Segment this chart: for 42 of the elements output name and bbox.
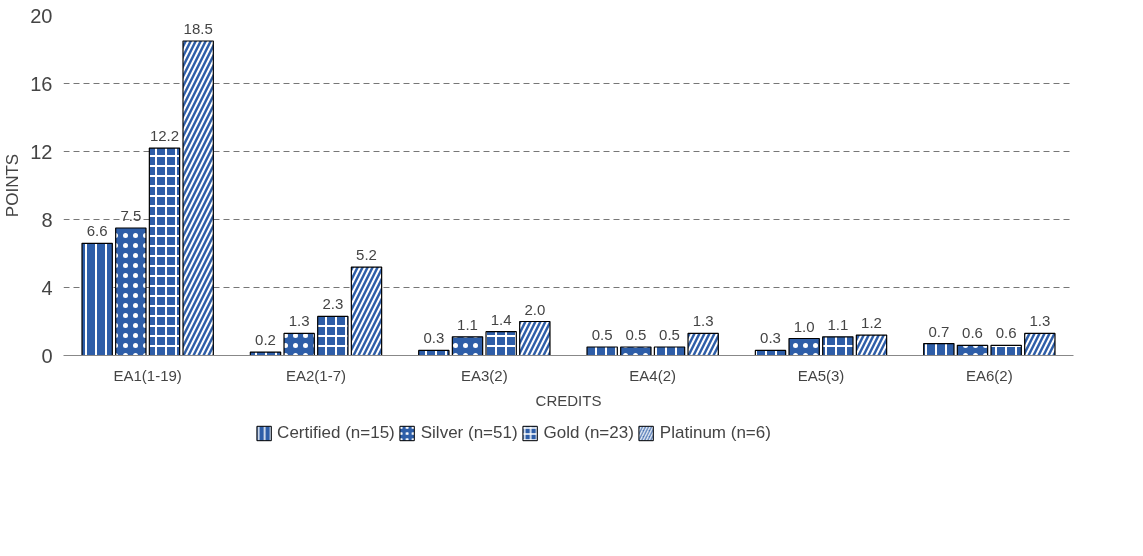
data-label: 2.3	[322, 295, 344, 313]
data-label: 2.0	[524, 300, 546, 318]
x-tick-label: EA5(3)	[797, 366, 845, 384]
y-tick-label: 12	[30, 140, 53, 163]
y-tick-label: 0	[41, 344, 53, 367]
data-label: 18.5	[183, 20, 213, 37]
data-label: 0.3	[423, 329, 445, 347]
x-tick-label: EA2(1-7)	[285, 366, 347, 384]
y-tick-label: 20	[30, 4, 53, 27]
y-tick-label: 16	[30, 72, 53, 95]
data-label: 7.5	[120, 207, 142, 224]
data-label: 1.4	[490, 310, 512, 328]
data-label: 1.1	[457, 315, 478, 333]
data-label: 1.3	[692, 312, 714, 330]
x-tick-label: EA3(2)	[460, 366, 508, 384]
data-label: 1.3	[288, 312, 310, 330]
data-label: 0.7	[928, 322, 950, 340]
data-label: 5.2	[356, 246, 377, 264]
data-label: 1.1	[827, 315, 849, 333]
data-label: 0.6	[962, 324, 983, 342]
x-tick-label: EA1(1-19)	[113, 366, 182, 384]
data-label: 12.2	[149, 127, 180, 145]
data-label: 1.2	[861, 314, 882, 332]
data-label: 0.5	[659, 326, 680, 343]
data-label: 1.0	[793, 317, 815, 335]
legend-label: Gold (n=23)	[543, 423, 634, 443]
data-label: 0.5	[625, 326, 647, 343]
legend-label: Certified (n=15)	[277, 423, 395, 443]
legend-label: Platinum (n=6)	[659, 423, 771, 443]
data-label: 0.6	[995, 324, 1017, 342]
data-label: 0.3	[760, 329, 781, 347]
data-label: 6.6	[86, 222, 108, 240]
y-tick-label: 8	[41, 208, 53, 231]
data-label: 0.2	[255, 331, 276, 349]
data-label: 1.3	[1029, 312, 1051, 330]
legend-label: Silver (n=51)	[420, 423, 518, 443]
data-label: 0.5	[591, 326, 613, 343]
y-tick-label: 4	[41, 276, 53, 299]
y-axis-title: POINTS	[3, 153, 23, 218]
x-axis-title: CREDITS	[535, 391, 602, 409]
x-tick-label: EA4(2)	[629, 366, 677, 384]
x-tick-label: EA6(2)	[965, 366, 1013, 384]
